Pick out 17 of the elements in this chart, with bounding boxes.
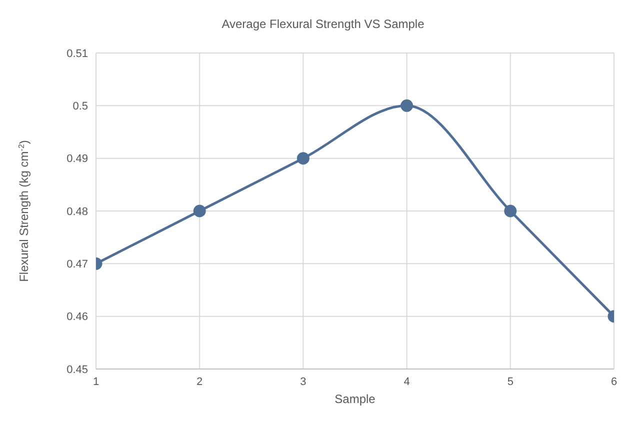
y-tick-label: 0.48 bbox=[66, 206, 88, 218]
x-axis-title: Sample bbox=[334, 392, 376, 406]
x-tick-label: 5 bbox=[507, 376, 514, 388]
y-tick-label: 0.45 bbox=[66, 364, 88, 376]
y-tick-label: 0.47 bbox=[66, 258, 88, 271]
y-tick-label: 0.5 bbox=[72, 100, 88, 113]
x-tick-label: 4 bbox=[404, 376, 410, 388]
point bbox=[400, 99, 414, 112]
x-tick-label: 3 bbox=[300, 376, 306, 388]
x-tick-label: 6 bbox=[610, 376, 618, 388]
x-tick-label: 1 bbox=[92, 376, 100, 388]
point bbox=[296, 152, 310, 165]
y-tick-label: 0.49 bbox=[66, 153, 88, 166]
x-tick-label: 2 bbox=[196, 376, 203, 388]
chart-title: Average Flexural Strength VS Sample bbox=[222, 17, 425, 31]
y-tick-label: 0.46 bbox=[66, 311, 88, 324]
y-tick-label: 0.51 bbox=[66, 48, 88, 60]
